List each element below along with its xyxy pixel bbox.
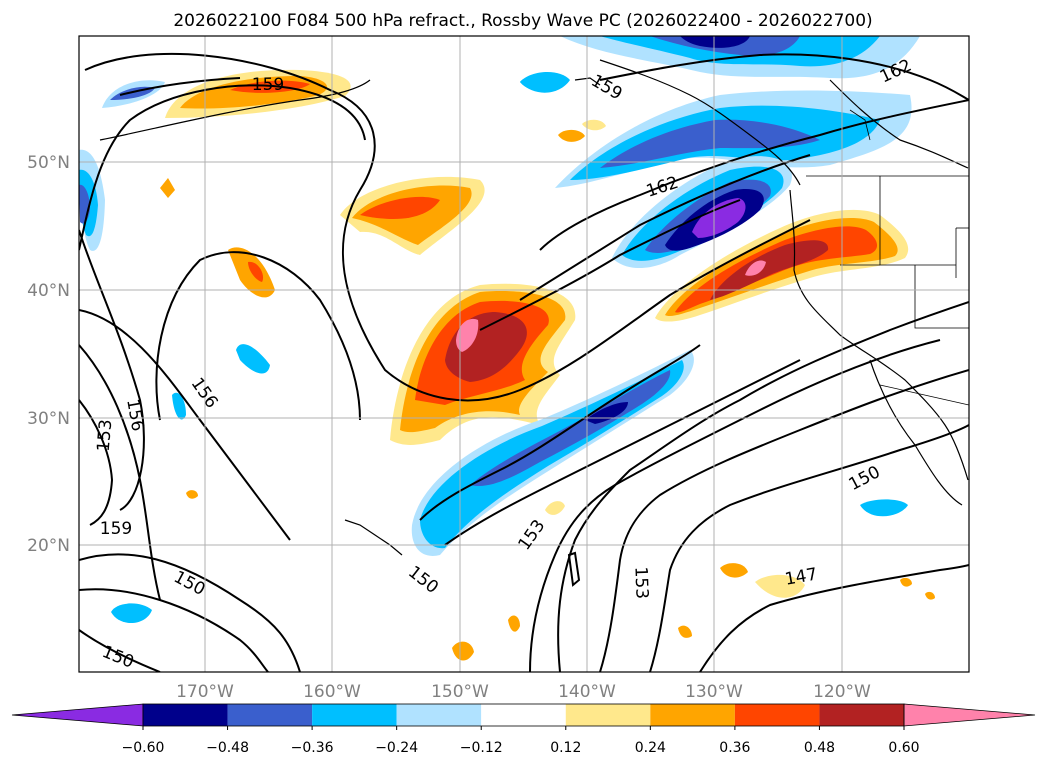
colorbar-tick-label: −0.36 [291, 740, 334, 756]
colorbar-swatches [11, 703, 1036, 727]
political-borders [806, 109, 969, 406]
hawaii-island [344, 519, 403, 556]
negative-anomaly [172, 392, 186, 420]
positive-anomaly [710, 240, 829, 300]
coastline-alaska-panhandle [599, 59, 801, 186]
positive-anomaly [160, 178, 175, 198]
negative-anomaly [680, 36, 750, 48]
positive-anomaly [545, 501, 565, 515]
colorbar-ticks: −0.60 −0.48 −0.36 −0.24 −0.12 0.12 0.24 0.36 0.4… [122, 726, 920, 756]
colorbar-swatch [650, 704, 735, 726]
map-panel: 159 159 162 162 156 156 153 153 153 159 … [78, 35, 970, 673]
colorbar-frame [142, 703, 905, 727]
colorbar-swatch [396, 704, 482, 726]
coastline-bc-wa-or [789, 189, 969, 481]
positive-anomaly [582, 119, 606, 131]
map-frame [78, 35, 970, 673]
colorbar-tick-label: −0.48 [206, 740, 249, 756]
lon-label-170w: 170°W [176, 682, 234, 702]
contour-label: 153 [94, 419, 117, 453]
colorbar-tick-label: 0.12 [550, 740, 581, 756]
colorbar-tick-label: −0.60 [122, 740, 165, 756]
negative-anomaly [860, 499, 908, 517]
positive-anomaly [558, 129, 585, 142]
negative-anomaly [600, 119, 820, 168]
negative-anomaly [692, 198, 746, 238]
colorbar-tick-label: 0.24 [635, 740, 666, 756]
negative-anomaly [236, 344, 270, 374]
height-contours [79, 52, 969, 672]
colorbar-swatch [312, 704, 397, 726]
negative-anomaly [520, 75, 565, 92]
positive-anomaly [925, 591, 935, 600]
colorbar-tick-label: −0.12 [460, 740, 503, 756]
lon-label-140w: 140°W [558, 682, 616, 702]
coastline-alaska [99, 79, 371, 141]
positive-anomaly [456, 318, 479, 352]
contour-label: 159 [252, 75, 284, 95]
figure-title: 2026022100 F084 500 hPa refract., Rossby… [173, 11, 872, 31]
lon-label-160w: 160°W [303, 682, 361, 702]
colorbar-swatch [227, 704, 313, 726]
positive-anomaly [452, 641, 474, 661]
colorbar-extend-max [903, 703, 1036, 727]
positive-anomaly [186, 490, 198, 499]
colorbar-extend-min [11, 703, 144, 727]
positive-anomaly [745, 260, 766, 276]
contour-label: 159 [100, 519, 132, 539]
graticule [79, 36, 969, 672]
lat-label-30n: 30°N [27, 409, 70, 429]
lon-label-130w: 130°W [685, 682, 743, 702]
contour-label: 153 [630, 566, 651, 599]
positive-anomaly [508, 615, 520, 632]
coastline-mainland [829, 79, 969, 169]
colorbar-swatch [481, 704, 566, 726]
lat-label-20n: 20°N [27, 536, 70, 556]
latitude-labels: 50°N 40°N 30°N 20°N [27, 153, 70, 556]
colorbar-tick-label: 0.48 [804, 740, 835, 756]
positive-anomaly [360, 196, 440, 220]
colorbar-tick-label: −0.24 [375, 740, 418, 756]
colorbar: −0.60 −0.48 −0.36 −0.24 −0.12 0.12 0.24 0.36 0.4… [11, 703, 1036, 756]
negative-anomaly [111, 603, 152, 624]
positive-anomaly [755, 574, 805, 598]
positive-anomaly [248, 261, 264, 282]
lat-label-40n: 40°N [27, 281, 70, 301]
colorbar-swatch [819, 704, 904, 726]
positive-anomaly [900, 577, 912, 587]
lat-label-50n: 50°N [27, 153, 70, 173]
positive-anomaly [230, 80, 310, 93]
gulf-of-alaska-islands [574, 77, 601, 86]
positive-anomaly [720, 563, 748, 578]
colorbar-swatch [565, 704, 651, 726]
lon-label-150w: 150°W [431, 682, 489, 702]
colorbar-swatch [143, 704, 228, 726]
colorbar-swatch [734, 704, 820, 726]
colorbar-tick-label: 0.36 [719, 740, 750, 756]
positive-anomaly [678, 625, 692, 638]
lon-label-120w: 120°W [813, 682, 871, 702]
colorbar-tick-label: 0.60 [888, 740, 919, 756]
longitude-labels: 170°W 160°W 150°W 140°W 130°W 120°W [176, 682, 871, 702]
